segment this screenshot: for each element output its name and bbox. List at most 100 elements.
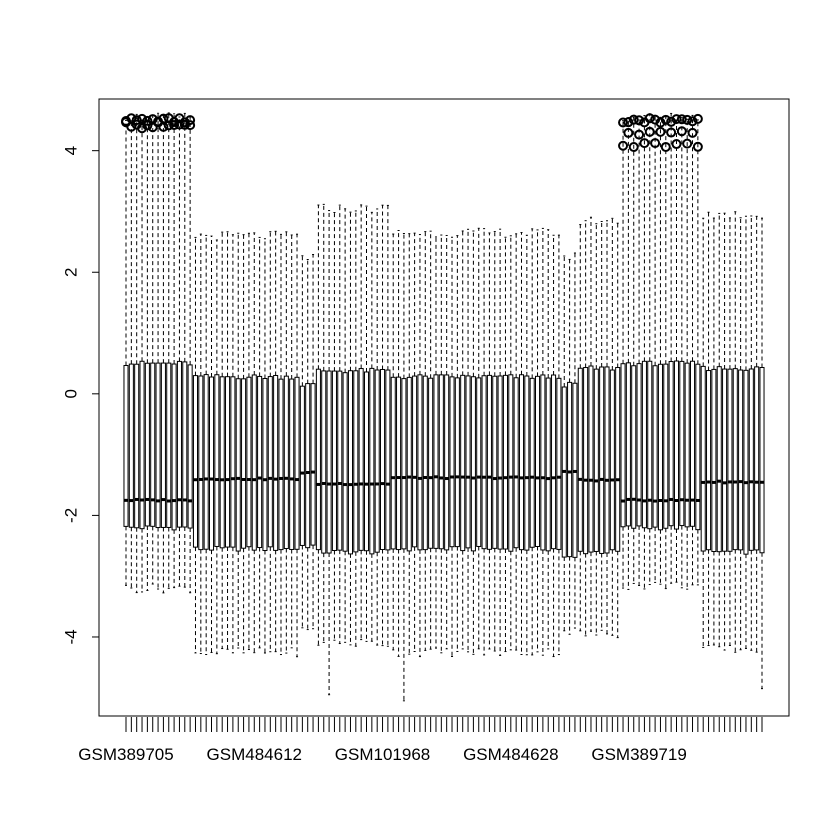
outlier-point: [666, 116, 677, 127]
box-body: [171, 363, 177, 531]
box-body: [331, 370, 337, 551]
outlier-point: [623, 117, 634, 128]
box-65: [465, 228, 471, 653]
box-37: [315, 204, 321, 646]
x-tick-label: GSM389705: [78, 745, 173, 764]
box-body: [294, 376, 300, 550]
outlier-point: [131, 115, 142, 126]
box-108: [692, 113, 703, 586]
box-body: [513, 377, 519, 549]
box-112: [716, 212, 722, 648]
box-body: [273, 374, 279, 551]
outlier-point: [682, 138, 693, 149]
box-body: [754, 366, 760, 551]
box-body: [219, 376, 225, 549]
box-body: [433, 374, 439, 549]
box-body: [428, 377, 434, 549]
box-body: [722, 368, 728, 552]
box-body: [583, 367, 589, 555]
box-18: [214, 239, 220, 655]
box-body: [631, 365, 637, 529]
box-body: [732, 368, 738, 551]
box-body: [347, 370, 354, 555]
box-68: [481, 228, 487, 656]
box-body: [636, 363, 642, 527]
outlier-point: [174, 119, 185, 130]
box-body: [540, 374, 546, 551]
boxes-layer: [121, 112, 765, 702]
box-body: [310, 383, 316, 546]
box-body: [160, 362, 166, 528]
box-body: [577, 367, 583, 552]
box-body: [444, 374, 450, 551]
box-110: [706, 211, 712, 646]
box-36: [310, 254, 316, 630]
box-50: [385, 204, 391, 647]
box-89: [593, 223, 599, 636]
outlier-point: [185, 120, 196, 131]
box-body: [246, 376, 252, 548]
box-14: [192, 236, 199, 654]
box-31: [283, 231, 289, 654]
box-body: [727, 368, 733, 552]
box-body: [465, 375, 471, 549]
box-90: [599, 220, 605, 631]
box-47: [369, 211, 375, 642]
box-86: [577, 224, 583, 632]
box-17: [208, 235, 215, 653]
box-body: [198, 375, 204, 551]
box-2: [126, 113, 137, 589]
box-body: [759, 367, 765, 554]
outlier-point: [623, 127, 634, 138]
box-92: [609, 217, 615, 636]
box-81: [551, 234, 557, 658]
box-60: [438, 234, 444, 654]
box-78: [534, 229, 541, 653]
outlier-point: [628, 141, 639, 152]
box-body: [166, 362, 172, 528]
outlier-point: [655, 126, 666, 137]
box-6: [147, 114, 158, 585]
box-69: [486, 232, 492, 650]
box-52: [396, 229, 402, 657]
box-body: [182, 361, 188, 528]
box-body: [684, 362, 690, 528]
box-body: [257, 375, 263, 549]
outlier-point: [671, 114, 682, 125]
box-23: [241, 234, 247, 654]
box-body: [470, 376, 476, 552]
box-95: [623, 117, 634, 590]
box-body: [305, 383, 311, 549]
outlier-point: [650, 138, 661, 149]
box-body: [615, 367, 621, 552]
box-70: [492, 231, 498, 652]
outlier-point: [126, 121, 137, 132]
box-body: [604, 366, 610, 554]
box-45: [358, 204, 364, 641]
box-12: [179, 112, 190, 588]
box-body: [267, 376, 273, 548]
box-body: [241, 378, 247, 549]
box-44: [353, 210, 359, 647]
box-body: [278, 378, 284, 551]
box-58: [428, 230, 434, 650]
box-85: [572, 252, 578, 629]
box-body: [647, 360, 653, 530]
outlier-point: [634, 129, 645, 140]
box-56: [417, 234, 423, 658]
box-body: [593, 368, 599, 552]
box-72: [502, 236, 508, 653]
box-5: [142, 115, 153, 591]
box-body: [128, 363, 134, 528]
box-38: [321, 203, 327, 643]
box-103: [666, 112, 677, 584]
box-body: [225, 376, 231, 548]
box-body: [486, 374, 492, 550]
box-28: [267, 231, 273, 653]
outlier-point: [655, 117, 666, 128]
y-tick-label: -2: [62, 508, 81, 523]
y-tick-label: 2: [62, 268, 81, 277]
box-51: [390, 233, 396, 651]
box-71: [497, 228, 503, 656]
